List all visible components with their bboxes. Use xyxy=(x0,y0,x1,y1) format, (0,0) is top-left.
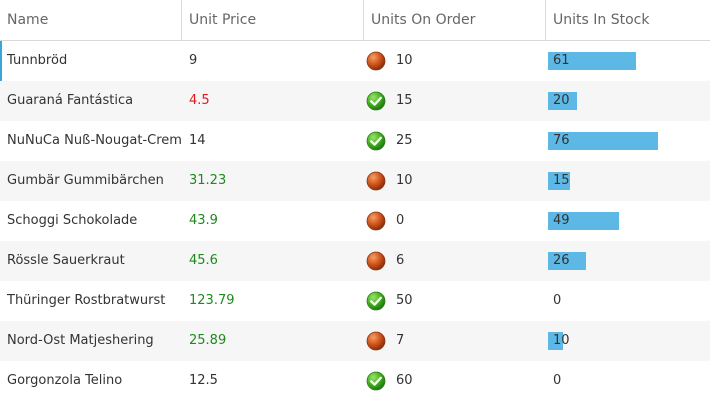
units-on-order-value: 60 xyxy=(396,373,413,388)
table-row[interactable]: Schoggi Schokolade 43.9 0 49 xyxy=(0,201,710,241)
units-on-order-cell[interactable]: 60 xyxy=(364,361,546,401)
unit-price-cell[interactable]: 123.79 xyxy=(189,293,235,308)
stock-bar xyxy=(548,172,570,190)
units-on-order-value: 0 xyxy=(396,213,405,228)
product-name-cell[interactable]: Tunnbröd xyxy=(0,41,182,81)
units-in-stock-cell[interactable]: 61 xyxy=(546,41,710,81)
unit-price-cell[interactable]: 43.9 xyxy=(189,213,218,228)
table-row[interactable]: Guaraná Fantástica 4.5 15 20 xyxy=(0,81,710,121)
units-on-order-cell[interactable]: 15 xyxy=(364,81,546,121)
units-on-order-value: 50 xyxy=(396,293,413,308)
product-name-cell[interactable]: Rössle Sauerkraut xyxy=(7,253,125,268)
green-check-icon xyxy=(366,371,386,391)
table-row[interactable]: Tunnbröd 9 10 61 xyxy=(0,41,710,81)
units-on-order-value: 25 xyxy=(396,133,413,148)
product-name-cell[interactable]: Gorgonzola Telino xyxy=(7,373,123,388)
units-on-order-value: 7 xyxy=(396,333,405,348)
green-check-icon xyxy=(366,291,386,311)
red-ball-icon xyxy=(366,171,386,191)
product-name-cell[interactable]: Schoggi Schokolade xyxy=(7,213,138,228)
stock-bar xyxy=(548,332,563,350)
stock-bar xyxy=(548,252,586,270)
units-on-order-cell[interactable]: 50 xyxy=(364,281,546,321)
unit-price-cell[interactable]: 31.23 xyxy=(189,173,227,188)
units-in-stock-cell[interactable]: 15 xyxy=(546,161,710,201)
stock-bar xyxy=(548,212,619,230)
red-ball-icon xyxy=(366,211,386,231)
red-ball-icon xyxy=(366,251,386,271)
unit-price-cell[interactable]: 12.5 xyxy=(189,373,218,388)
unit-price-cell[interactable]: 45.6 xyxy=(189,253,218,268)
product-name-cell[interactable]: Nord-Ost Matjeshering xyxy=(7,333,154,348)
grid-body: Tunnbröd 9 10 61 Guaraná Fantástica 4.5 15 20 Nu… xyxy=(0,41,710,401)
column-header-units-on-order[interactable]: Units On Order xyxy=(364,0,546,40)
units-in-stock-cell[interactable]: 76 xyxy=(546,121,710,161)
table-row[interactable]: Gumbär Gummibärchen 31.23 10 15 xyxy=(0,161,710,201)
stock-value: 15 xyxy=(553,173,570,188)
units-on-order-value: 10 xyxy=(396,53,413,68)
table-row[interactable]: Thüringer Rostbratwurst 123.79 50 0 xyxy=(0,281,710,321)
stock-value: 10 xyxy=(553,333,570,348)
table-row[interactable]: NuNuCa Nuß-Nougat-Creme 14 25 76 xyxy=(0,121,710,161)
units-in-stock-cell[interactable]: 10 xyxy=(546,321,710,361)
unit-price-cell[interactable]: 9 xyxy=(189,53,198,68)
red-ball-icon xyxy=(366,331,386,351)
stock-bar xyxy=(548,92,577,110)
units-on-order-cell[interactable]: 6 xyxy=(364,241,546,281)
table-row[interactable]: Rössle Sauerkraut 45.6 6 26 xyxy=(0,241,710,281)
stock-bar xyxy=(548,52,636,70)
table-row[interactable]: Nord-Ost Matjeshering 25.89 7 10 xyxy=(0,321,710,361)
red-ball-icon xyxy=(366,51,386,71)
units-on-order-value: 10 xyxy=(396,173,413,188)
units-in-stock-cell[interactable]: 0 xyxy=(546,281,710,321)
column-header-unit-price[interactable]: Unit Price xyxy=(182,0,364,40)
units-in-stock-cell[interactable]: 49 xyxy=(546,201,710,241)
green-check-icon xyxy=(366,131,386,151)
product-name-cell[interactable]: Gumbär Gummibärchen xyxy=(7,173,164,188)
column-header-units-in-stock[interactable]: Units In Stock xyxy=(553,12,650,28)
stock-bar xyxy=(548,132,658,150)
units-in-stock-cell[interactable]: 20 xyxy=(546,81,710,121)
product-name-cell[interactable]: Guaraná Fantástica xyxy=(7,93,134,108)
stock-value: 49 xyxy=(553,213,570,228)
product-name-cell[interactable]: Thüringer Rostbratwurst xyxy=(7,293,166,308)
product-name-cell[interactable]: NuNuCa Nuß-Nougat-Creme xyxy=(7,133,182,148)
units-on-order-cell[interactable]: 10 xyxy=(364,41,546,81)
table-row[interactable]: Gorgonzola Telino 12.5 60 0 xyxy=(0,361,710,401)
unit-price-cell[interactable]: 14 xyxy=(189,133,206,148)
stock-value: 61 xyxy=(553,53,570,68)
units-on-order-value: 6 xyxy=(396,253,405,268)
unit-price-cell[interactable]: 4.5 xyxy=(189,93,210,108)
stock-value: 0 xyxy=(553,293,562,308)
unit-price-cell[interactable]: 25.89 xyxy=(189,333,227,348)
units-on-order-cell[interactable]: 10 xyxy=(364,161,546,201)
units-on-order-value: 15 xyxy=(396,93,413,108)
stock-value: 0 xyxy=(553,373,562,388)
green-check-icon xyxy=(366,91,386,111)
stock-value: 20 xyxy=(553,93,570,108)
grid-header: Name Unit Price Units On Order Units In … xyxy=(0,0,710,41)
column-header-name[interactable]: Name xyxy=(0,0,182,40)
units-in-stock-cell[interactable]: 0 xyxy=(546,361,710,401)
units-on-order-cell[interactable]: 7 xyxy=(364,321,546,361)
stock-value: 26 xyxy=(553,253,570,268)
units-on-order-cell[interactable]: 25 xyxy=(364,121,546,161)
units-in-stock-cell[interactable]: 26 xyxy=(546,241,710,281)
stock-value: 76 xyxy=(553,133,570,148)
units-on-order-cell[interactable]: 0 xyxy=(364,201,546,241)
